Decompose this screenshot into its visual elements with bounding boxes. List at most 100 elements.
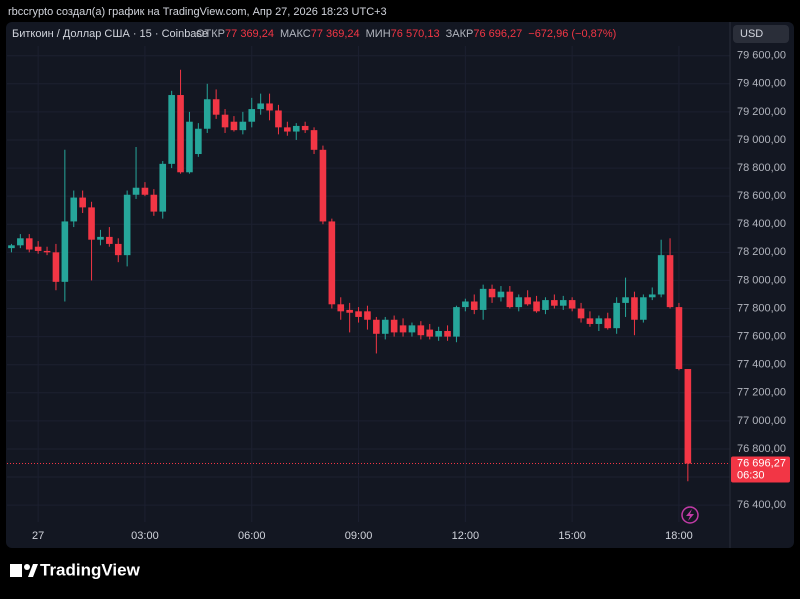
candle-body bbox=[551, 300, 558, 306]
y-tick-label: 79 200,00 bbox=[737, 106, 786, 118]
candle-body bbox=[657, 255, 665, 295]
candle-body bbox=[186, 121, 193, 173]
candle-body bbox=[328, 221, 336, 305]
candle-body bbox=[364, 311, 371, 320]
alert-bolt bbox=[686, 509, 694, 521]
candle-body bbox=[284, 127, 291, 132]
legend-label: ЗАКР bbox=[446, 28, 474, 40]
candle-body bbox=[390, 319, 398, 333]
candle-body bbox=[648, 294, 656, 298]
x-tick-label: 27 bbox=[32, 530, 44, 542]
legend-label: МИН bbox=[366, 28, 391, 40]
candle-body bbox=[43, 250, 51, 253]
candle-body bbox=[453, 307, 460, 337]
candle-body bbox=[70, 197, 78, 222]
candle-body bbox=[408, 325, 416, 333]
candle-body bbox=[52, 252, 60, 282]
candle-body bbox=[675, 307, 683, 370]
countdown: 06:30 bbox=[737, 469, 765, 481]
candle-body bbox=[640, 297, 647, 320]
candle-body bbox=[337, 304, 345, 312]
candle-body bbox=[106, 236, 113, 244]
candle-body bbox=[239, 121, 247, 131]
candle-body bbox=[203, 99, 211, 129]
candle-body bbox=[381, 319, 389, 334]
candle-body bbox=[497, 291, 505, 298]
last-price-tag bbox=[731, 456, 790, 483]
candle-body bbox=[426, 329, 434, 337]
alert-icon[interactable] bbox=[681, 506, 699, 524]
y-tick-label: 79 000,00 bbox=[737, 134, 786, 146]
brand-logo bbox=[10, 564, 38, 577]
legend-value: 77 369,24 bbox=[225, 28, 274, 40]
candle-body bbox=[595, 318, 603, 324]
candle-body bbox=[613, 302, 620, 329]
candle-body bbox=[568, 300, 576, 309]
candle-body bbox=[559, 300, 567, 306]
ohlc-legend: ОТКР 77 369,24 МАКС 77 369,24 МИН 76 570,13 ЗА… bbox=[196, 28, 616, 40]
currency[interactable]: USD bbox=[740, 28, 763, 40]
candle-body bbox=[292, 125, 300, 132]
y-tick-label: 78 000,00 bbox=[737, 274, 786, 286]
x-tick-label: 12:00 bbox=[452, 530, 480, 542]
candle-body bbox=[97, 236, 104, 240]
candle-body bbox=[631, 297, 638, 320]
candle-body bbox=[221, 114, 229, 128]
candle-body bbox=[266, 103, 273, 111]
y-tick-label: 78 800,00 bbox=[737, 162, 786, 174]
candle-body bbox=[506, 291, 514, 308]
y-tick-label: 76 400,00 bbox=[737, 499, 786, 511]
candle-body bbox=[417, 325, 425, 336]
y-tick-label: 78 600,00 bbox=[737, 190, 786, 202]
candle-body bbox=[462, 301, 469, 308]
candle-body bbox=[488, 288, 496, 298]
legend-label: МАКС bbox=[280, 28, 311, 40]
credit: rbccrypto создал(а) график на TradingVie… bbox=[8, 6, 387, 18]
candle-body bbox=[159, 163, 167, 212]
candle-body bbox=[8, 245, 15, 249]
candle-body bbox=[470, 301, 478, 310]
candle-body bbox=[257, 103, 264, 110]
legend-label: ОТКР bbox=[196, 28, 225, 40]
y-tick-label: 78 400,00 bbox=[737, 218, 786, 230]
brand: TradingView bbox=[40, 560, 141, 579]
y-tick-label: 77 400,00 bbox=[737, 359, 786, 371]
candle-body bbox=[622, 297, 629, 303]
y-tick-label: 76 800,00 bbox=[737, 443, 786, 455]
last-price-label: 76 696,27 bbox=[737, 457, 786, 469]
y-tick-label: 79 600,00 bbox=[737, 50, 786, 62]
candle-body bbox=[150, 194, 158, 212]
candle-body bbox=[515, 297, 523, 308]
x-tick-label: 09:00 bbox=[345, 530, 373, 542]
legend-value: 76 570,13 bbox=[391, 28, 440, 40]
candle-body bbox=[577, 308, 585, 319]
y-tick-label: 77 600,00 bbox=[737, 331, 786, 343]
candle-body bbox=[399, 325, 407, 333]
x-tick-label: 15:00 bbox=[558, 530, 586, 542]
candle-body bbox=[524, 297, 531, 305]
candle-body bbox=[61, 221, 69, 282]
candle-body bbox=[114, 243, 122, 256]
y-tick-label: 77 000,00 bbox=[737, 415, 786, 427]
candle-body bbox=[666, 255, 674, 308]
candle-body bbox=[684, 369, 692, 464]
candle-body bbox=[479, 288, 487, 310]
candle-body bbox=[310, 130, 318, 150]
candle-body bbox=[373, 319, 380, 334]
candle-body bbox=[123, 194, 131, 256]
candle-body bbox=[275, 110, 282, 128]
candle-body bbox=[542, 300, 549, 310]
x-tick-label: 03:00 bbox=[131, 530, 159, 542]
candle-body bbox=[444, 330, 451, 337]
y-tick-label: 79 400,00 bbox=[737, 78, 786, 90]
candle-body bbox=[34, 246, 42, 251]
currency-box[interactable] bbox=[733, 25, 789, 43]
candle-body bbox=[212, 99, 220, 115]
candle-body bbox=[141, 187, 149, 195]
candle-body bbox=[319, 149, 327, 222]
candle-body bbox=[168, 95, 175, 164]
symbol-title: Биткоин / Доллар США · 15 · Coinbase bbox=[12, 28, 208, 40]
candle-body bbox=[88, 207, 95, 240]
x-tick-label: 06:00 bbox=[238, 530, 266, 542]
chart-panel bbox=[6, 22, 794, 548]
